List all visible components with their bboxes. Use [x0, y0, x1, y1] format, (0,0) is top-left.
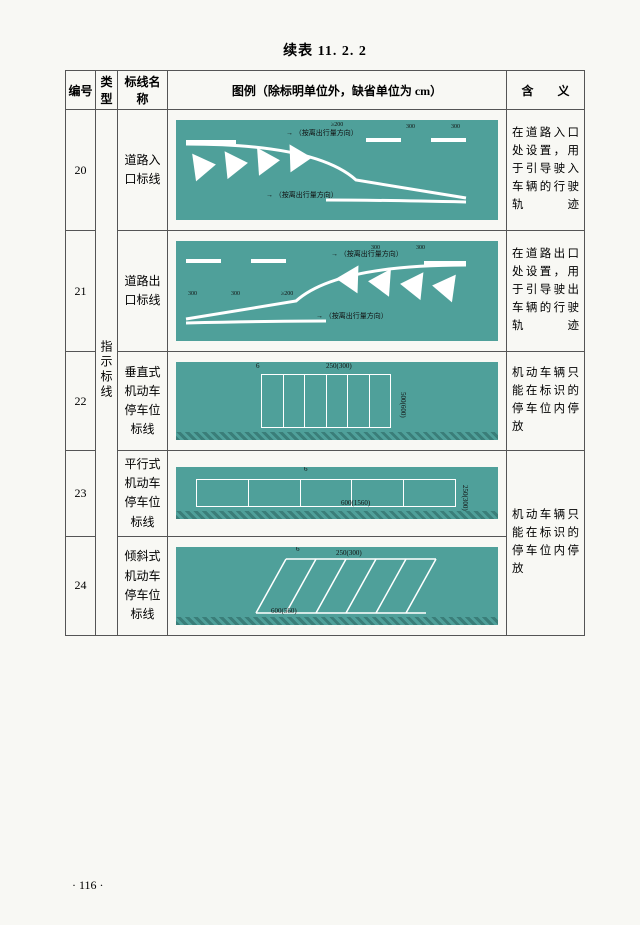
- angled-slots: [176, 547, 476, 625]
- entrance-chevron-diagram: → （按离出行量方向） → （按离出行量方向） ≥200 300 300: [176, 120, 498, 220]
- diagram-cell: 6 600(1560) 250(300): [168, 451, 507, 537]
- dim: 300: [416, 245, 425, 251]
- meaning: 机动车辆只能在标识的停车位内停放: [507, 451, 585, 636]
- dim: 250(300): [326, 362, 352, 370]
- flow-label-top: → （按离出行量方向）: [331, 249, 403, 259]
- dim: 250(300): [461, 485, 469, 511]
- marking-name: 倾斜式机动车停车位标线: [118, 536, 168, 635]
- dim: ≥200: [281, 291, 293, 297]
- row-num: 20: [66, 110, 96, 231]
- dim: 6: [296, 547, 300, 553]
- header-name: 标线名称: [118, 71, 168, 110]
- row-num: 21: [66, 231, 96, 352]
- table-row: 23 平行式机动车停车位标线 6 600(1560) 250(300) 机动车辆…: [66, 451, 585, 537]
- dim: 600(1560): [341, 499, 370, 507]
- dim: 300: [231, 291, 240, 297]
- row-num: 22: [66, 352, 96, 451]
- parallel-parking-diagram: 6 600(1560) 250(300): [176, 467, 498, 519]
- meaning: 在道路入口处设置，用于引导驶入车辆的行驶轨迹: [507, 110, 585, 231]
- parking-slots: [196, 479, 456, 507]
- dim: 300: [188, 291, 197, 297]
- exit-curve: [176, 241, 476, 341]
- meaning: 机动车辆只能在标识的停车位内停放: [507, 352, 585, 451]
- marking-name: 平行式机动车停车位标线: [118, 451, 168, 537]
- dim: 500(600): [399, 392, 407, 418]
- curb-hatch: [176, 432, 498, 440]
- marking-name: 道路出口标线: [118, 231, 168, 352]
- type-cell: 指示标线: [96, 110, 118, 636]
- header-type: 类型: [96, 71, 118, 110]
- diagram-cell: 6 250(300) 600(560): [168, 536, 507, 635]
- dim: 6: [256, 362, 260, 370]
- type-label: 指示标线: [98, 340, 115, 400]
- header-diagram: 图例（除标明单位外，缺省单位为 cm）: [168, 71, 507, 110]
- header-row: 编号 类型 标线名称 图例（除标明单位外，缺省单位为 cm） 含 义: [66, 71, 585, 110]
- dim: 6: [304, 467, 308, 473]
- page-number: · 116 ·: [72, 878, 104, 893]
- dim: ≥200: [331, 122, 343, 128]
- flow-label-bottom: → （按离出行量方向）: [266, 190, 338, 200]
- dim: 300: [406, 124, 415, 130]
- markings-table: 编号 类型 标线名称 图例（除标明单位外，缺省单位为 cm） 含 义 20 指示…: [65, 70, 585, 636]
- exit-chevron-diagram: → （按离出行量方向） → （按离出行量方向） 300 300 ≥200 300…: [176, 241, 498, 341]
- marking-name: 垂直式机动车停车位标线: [118, 352, 168, 451]
- table-row: 21 道路出口标线 → （按离出行量方向） → （按离出行量方向） 300 30…: [66, 231, 585, 352]
- dim: 300: [371, 245, 380, 251]
- angled-parking-diagram: 6 250(300) 600(560): [176, 547, 498, 625]
- dim: 600(560): [271, 607, 297, 615]
- curb-hatch: [176, 617, 498, 625]
- perpendicular-parking-diagram: 6 250(300) 500(600): [176, 362, 498, 440]
- row-num: 23: [66, 451, 96, 537]
- dim: 250(300): [336, 549, 362, 557]
- curb-hatch: [176, 511, 498, 519]
- header-meaning: 含 义: [507, 71, 585, 110]
- diagram-cell: → （按离出行量方向） → （按离出行量方向） ≥200 300 300: [168, 110, 507, 231]
- meaning: 在道路出口处设置，用于引导驶出车辆的行驶轨迹: [507, 231, 585, 352]
- row-num: 24: [66, 536, 96, 635]
- diagram-cell: 6 250(300) 500(600): [168, 352, 507, 451]
- table-row: 22 垂直式机动车停车位标线 6 250(300) 500(600) 机动车辆只…: [66, 352, 585, 451]
- table-continuation-title: 续表 11. 2. 2: [65, 40, 585, 60]
- dim: 300: [451, 124, 460, 130]
- parking-slots: [261, 374, 391, 428]
- header-num: 编号: [66, 71, 96, 110]
- flow-label-top: → （按离出行量方向）: [286, 128, 358, 138]
- table-row: 20 指示标线 道路入口标线 → （按离出行量方向） → （按离出行量方向） ≥…: [66, 110, 585, 231]
- diagram-cell: → （按离出行量方向） → （按离出行量方向） 300 300 ≥200 300…: [168, 231, 507, 352]
- marking-name: 道路入口标线: [118, 110, 168, 231]
- flow-label-bottom: → （按离出行量方向）: [316, 311, 388, 321]
